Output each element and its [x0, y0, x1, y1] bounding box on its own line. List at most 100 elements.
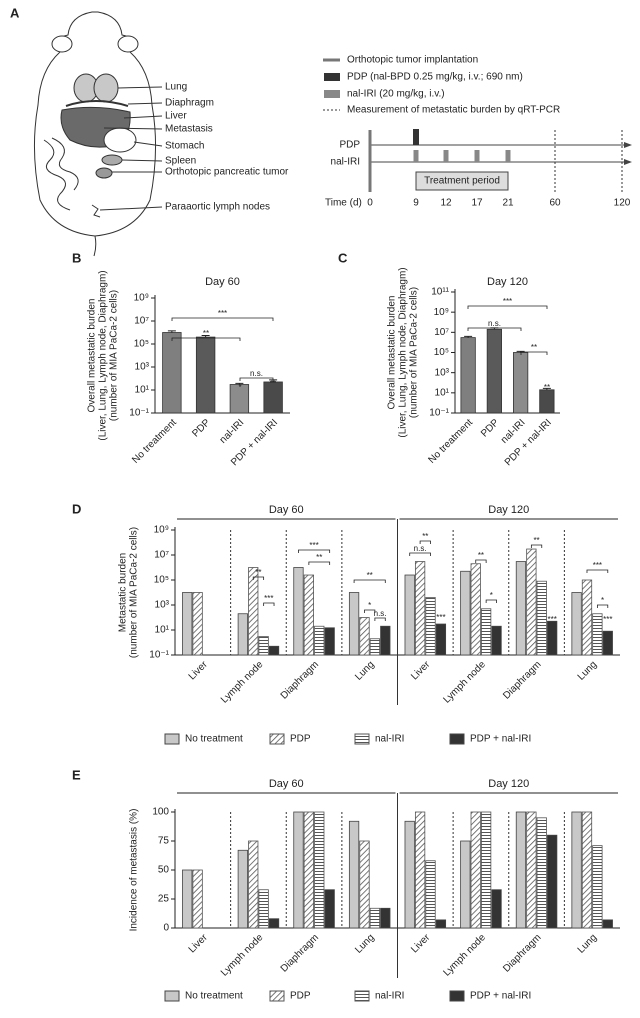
- legend-label: PDP (nal-BPD 0.25 mg/kg, i.v.; 690 nm): [347, 72, 523, 83]
- anatomy-label: Liver: [165, 111, 187, 122]
- anatomy-label: Orthotopic pancreatic tumor: [165, 167, 289, 178]
- significance-bracket: [467, 327, 522, 331]
- bar: [404, 574, 415, 656]
- panel-label: C: [338, 250, 348, 265]
- error-bar: [235, 382, 244, 385]
- x-tick-label: No treatment: [130, 417, 179, 466]
- anatomy-label: Metastasis: [165, 124, 213, 135]
- significance-bracket: [520, 351, 548, 355]
- tick-label: 60: [549, 198, 561, 209]
- bar: [369, 638, 381, 656]
- tick-label: 120: [614, 198, 631, 209]
- significance-label: ***: [503, 297, 512, 306]
- chart-title: Day 60: [205, 276, 240, 288]
- legend-label: Measurement of metastatic burden by qRT-…: [347, 105, 560, 116]
- x-tick-label: Diaphragm: [501, 932, 543, 974]
- significance-label: ***: [264, 594, 273, 603]
- significance-bracket: [374, 617, 386, 621]
- bar: [515, 561, 527, 656]
- y-tick-label: 10⁻¹: [429, 408, 449, 419]
- bar: [571, 811, 582, 929]
- nal-iri-mark: [443, 150, 449, 162]
- y-tick-label: 10⁻¹: [149, 650, 169, 661]
- significance-bracket: [485, 599, 497, 603]
- bar: [359, 840, 370, 929]
- bar: [491, 889, 502, 929]
- significance-label: *: [601, 596, 604, 605]
- panel-label: D: [72, 501, 81, 516]
- y-axis-label: Metastatic burden: [118, 553, 129, 633]
- legend-label: PDP: [290, 991, 311, 1002]
- y-axis-label: (number of MIA PaCa-2 cells): [129, 527, 140, 658]
- y-tick-label: 10³: [435, 367, 450, 378]
- y-axis-label: (number of MIA PaCa-2 cells): [409, 287, 420, 418]
- legend-swatch: [269, 733, 285, 745]
- significance-bracket: [530, 544, 543, 548]
- significance-bracket: [419, 540, 431, 544]
- x-tick-label: Liver: [187, 932, 211, 956]
- significance-label: **: [316, 553, 322, 562]
- bar: [258, 889, 269, 929]
- bar: [491, 625, 502, 656]
- bar: [602, 630, 613, 656]
- x-tick-label: Diaphragm: [279, 659, 321, 701]
- nal-iri-mark: [505, 150, 511, 162]
- panel-label: A: [10, 5, 20, 20]
- significance-bracket: [364, 609, 376, 613]
- significance-bracket: [171, 317, 274, 321]
- axis-label: Time (d): [325, 198, 362, 209]
- significance-label: n.s.: [250, 369, 263, 378]
- significance-bracket: [298, 549, 331, 553]
- legend-swatch: [354, 733, 370, 745]
- bar: [237, 613, 248, 656]
- y-tick-label: 10¹: [135, 385, 150, 396]
- bar: [314, 625, 325, 656]
- group-label: Day 60: [269, 504, 304, 516]
- bar: [162, 332, 182, 414]
- bar: [314, 811, 325, 929]
- bar: [435, 623, 447, 656]
- significance-label: ***: [603, 615, 612, 624]
- significance-bracket: [263, 602, 275, 606]
- y-axis-label: Incidence of metastasis (%): [129, 809, 140, 932]
- mouse-illustration: [33, 11, 163, 257]
- legend-label: nal-IRI: [375, 991, 404, 1002]
- nal-iri-mark: [474, 150, 480, 162]
- significance-label: ***: [218, 309, 227, 318]
- group-label: Day 120: [488, 778, 529, 790]
- bar: [192, 869, 203, 929]
- significance-label: n.s.: [414, 544, 427, 553]
- bar: [268, 645, 280, 656]
- arrow-head: [624, 159, 632, 165]
- y-tick-label: 10⁹: [134, 293, 149, 304]
- row-label: PDP: [339, 140, 360, 151]
- significance-bracket: [475, 559, 487, 563]
- bar: [348, 820, 360, 929]
- y-tick-label: 10³: [155, 600, 170, 611]
- significance-bracket: [252, 576, 265, 580]
- x-tick-label: Liver: [409, 659, 433, 683]
- bar: [303, 811, 314, 929]
- significance-bracket: [586, 569, 609, 573]
- bar: [425, 860, 436, 929]
- bar: [513, 352, 529, 414]
- treatment-label: Treatment period: [424, 176, 500, 187]
- tick-label: 9: [413, 198, 419, 209]
- tick-label: 12: [440, 198, 452, 209]
- significance-label: **: [367, 571, 373, 580]
- significance-label: **: [531, 343, 537, 352]
- legend-marker: [324, 73, 340, 81]
- y-tick-label: 100: [152, 807, 169, 818]
- anatomy-label: Diaphragm: [165, 98, 214, 109]
- y-tick-label: 50: [158, 865, 170, 876]
- bar: [380, 907, 391, 929]
- bar: [192, 592, 203, 656]
- bar: [536, 580, 547, 656]
- x-tick-label: PDP: [479, 417, 502, 440]
- bar: [369, 907, 381, 929]
- significance-bracket: [409, 552, 431, 556]
- legend-label: PDP + nal-IRI: [470, 734, 531, 745]
- arrow-head: [624, 142, 632, 148]
- legend-label: No treatment: [185, 991, 243, 1002]
